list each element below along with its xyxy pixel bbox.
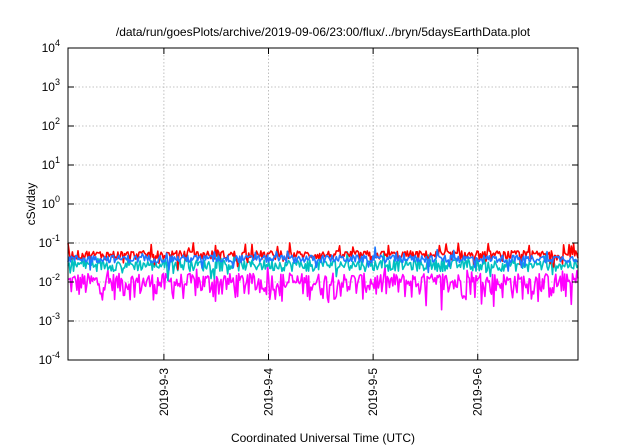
y-tick-label: 10-3 xyxy=(39,311,60,328)
series-line xyxy=(67,246,579,274)
y-tick-label: 10-4 xyxy=(39,350,60,367)
x-axis-label: Coordinated Universal Time (UTC) xyxy=(231,431,415,445)
series-group xyxy=(67,242,579,311)
y-tick-label: 100 xyxy=(42,194,60,211)
x-tick-label: 2019-9-3 xyxy=(157,368,171,416)
x-axis: 2019-9-3 2019-9-4 2019-9-5 2019-9-6 xyxy=(157,48,485,416)
grid-lines xyxy=(68,48,578,360)
y-tick-label: 10-2 xyxy=(39,272,60,289)
x-tick-label: 2019-9-5 xyxy=(366,368,380,416)
y-axis: 10-4 10-3 10-2 10-1 100 101 102 103 104 xyxy=(39,38,578,367)
chart-title: /data/run/goesPlots/archive/2019-09-06/2… xyxy=(116,25,531,39)
y-tick-label: 101 xyxy=(42,155,60,172)
y-axis-label: cSv/day xyxy=(24,183,38,226)
y-tick-label: 104 xyxy=(42,38,60,55)
series-line xyxy=(67,251,579,282)
x-tick-label: 2019-9-6 xyxy=(471,368,485,416)
y-tick-label: 10-1 xyxy=(39,233,60,250)
y-tick-label: 103 xyxy=(42,77,60,94)
plot-frame xyxy=(67,47,579,361)
series-line xyxy=(67,265,579,311)
y-tick-label: 102 xyxy=(42,116,60,133)
x-tick-label: 2019-9-4 xyxy=(262,368,276,416)
series-line xyxy=(67,242,579,271)
